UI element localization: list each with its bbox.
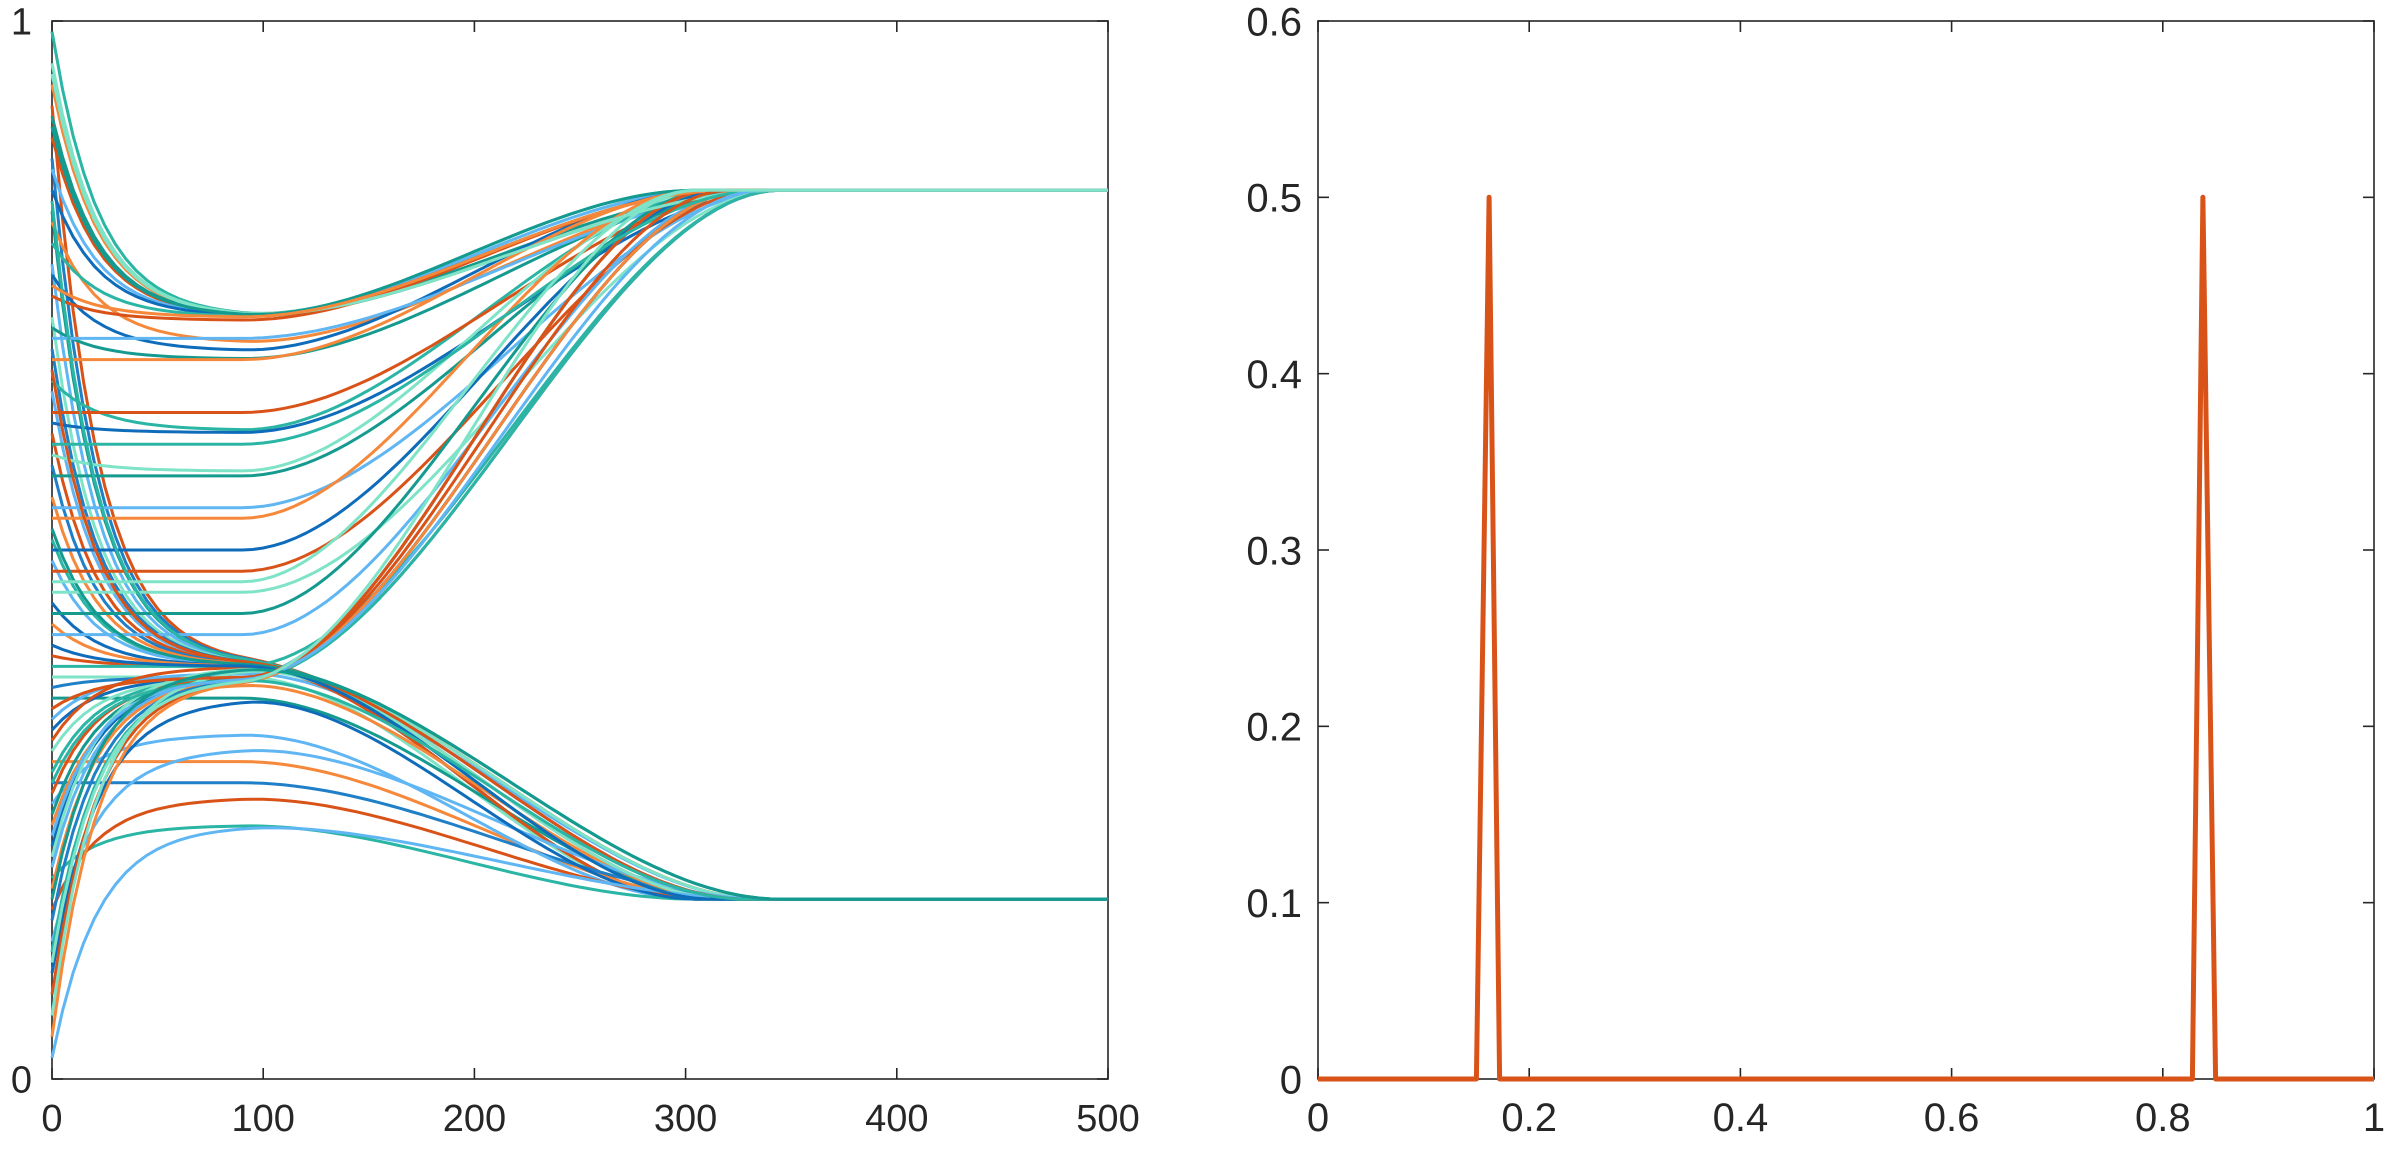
x-tick-label: 0.2 <box>1501 1096 1557 1140</box>
right-chart: 0 0.2 0.4 0.6 0.8 1 0 0.1 0.2 0.3 0.4 0.5 0.6 <box>1246 0 2385 1140</box>
y-tick-label: 0 <box>11 1060 32 1102</box>
x-tick-label: 0 <box>1307 1096 1329 1140</box>
series-line <box>50 733 1108 901</box>
y-tick-label: 0.1 <box>1246 882 1302 926</box>
x-tick-label: 0.4 <box>1713 1096 1769 1140</box>
series-line <box>50 188 1108 963</box>
y-tick-label: 0.5 <box>1246 177 1302 221</box>
series-line <box>50 700 1108 974</box>
x-tick-label: 300 <box>654 1098 717 1140</box>
y-tick-label: 1 <box>11 2 32 44</box>
x-tick-label: 0.8 <box>2135 1096 2191 1140</box>
x-tick-label: 500 <box>1076 1098 1139 1140</box>
series-line <box>50 62 1108 316</box>
series-lines <box>50 31 1108 1059</box>
x-tick-label: 200 <box>443 1098 506 1140</box>
series-line <box>50 188 1108 868</box>
x-tick-label: 1 <box>2363 1096 2385 1140</box>
y-tick-label: 0.4 <box>1246 353 1302 397</box>
series-line <box>52 188 1108 584</box>
series-line <box>52 188 1108 594</box>
y-tick-label: 0.3 <box>1246 529 1302 573</box>
y-tick-label: 0.2 <box>1246 706 1302 750</box>
y-tick-label: 0.6 <box>1246 0 1302 44</box>
series-line <box>50 188 1108 794</box>
series-line <box>50 73 1108 316</box>
x-tick-label: 0.6 <box>1924 1096 1980 1140</box>
series-line <box>50 668 1108 901</box>
series-line <box>50 316 1108 901</box>
x-tick-label: 400 <box>865 1098 928 1140</box>
x-tick-label: 100 <box>231 1098 294 1140</box>
series-line <box>50 84 1108 316</box>
y-tick-label: 0 <box>1280 1058 1302 1102</box>
left-chart: 0 100 200 300 400 500 0 1 <box>11 2 1140 1140</box>
series-line <box>52 188 1108 573</box>
x-tick-label: 0 <box>41 1098 62 1140</box>
series-line <box>50 391 1108 901</box>
density-line <box>1318 194 2374 1082</box>
